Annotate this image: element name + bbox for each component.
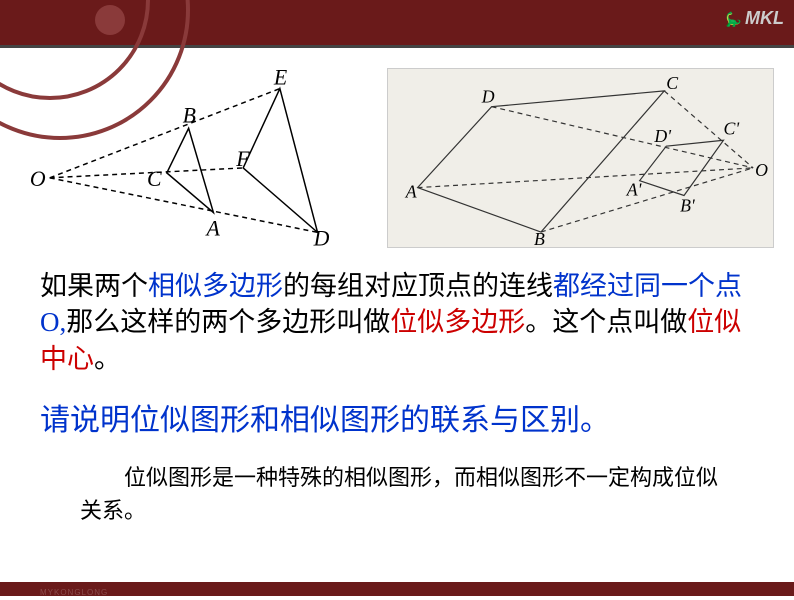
definition-paragraph: 如果两个相似多边形的每组对应顶点的连线都经过同一个点O,那么这样的两个多边形叫做… bbox=[40, 268, 754, 377]
svg-text:C: C bbox=[147, 167, 162, 191]
svg-text:C: C bbox=[666, 73, 678, 93]
svg-text:B': B' bbox=[680, 195, 696, 215]
svg-text:O: O bbox=[30, 167, 46, 191]
slide-header: 🦕MKL bbox=[0, 0, 794, 48]
p1-text-3: 那么这样的两个多边形叫做 bbox=[66, 307, 390, 337]
svg-text:A: A bbox=[405, 181, 417, 201]
svg-text:A': A' bbox=[626, 179, 643, 199]
header-decoration-dot bbox=[95, 5, 125, 35]
slide-content: 如果两个相似多边形的每组对应顶点的连线都经过同一个点O,那么这样的两个多边形叫做… bbox=[0, 258, 794, 527]
dino-icon: 🦕 bbox=[724, 11, 741, 27]
p1-text-1: 如果两个 bbox=[40, 271, 148, 301]
p1-text-5: 。 bbox=[94, 344, 121, 374]
brand-logo: 🦕MKL bbox=[724, 8, 784, 29]
logo-text: MKL bbox=[745, 8, 784, 28]
svg-text:C': C' bbox=[724, 118, 741, 138]
svg-text:D: D bbox=[481, 87, 495, 107]
p1-text-2: 的每组对应顶点的连线 bbox=[283, 271, 553, 301]
answer-paragraph: 位似图形是一种特殊的相似图形，而相似图形不一定构成位似关系。 bbox=[40, 461, 754, 527]
slide-footer: MYKONGLONG bbox=[0, 582, 794, 596]
svg-text:E: E bbox=[273, 68, 287, 90]
p1-term-1: 相似多边形 bbox=[148, 271, 283, 301]
svg-text:D: D bbox=[313, 226, 330, 248]
svg-text:B: B bbox=[183, 103, 196, 127]
question-paragraph: 请说明位似图形和相似图形的联系与区别。 bbox=[40, 395, 754, 439]
svg-text:A: A bbox=[204, 216, 220, 240]
homothety-diagram-right: A B C D A' B' C' D' O bbox=[387, 68, 774, 248]
svg-text:B: B bbox=[534, 229, 545, 248]
svg-text:D': D' bbox=[654, 126, 673, 146]
p1-text-4: 。这个点叫做 bbox=[525, 307, 687, 337]
p1-term-3: 位似多边形 bbox=[390, 307, 525, 337]
svg-text:O: O bbox=[755, 160, 768, 180]
svg-text:F: F bbox=[235, 147, 250, 171]
